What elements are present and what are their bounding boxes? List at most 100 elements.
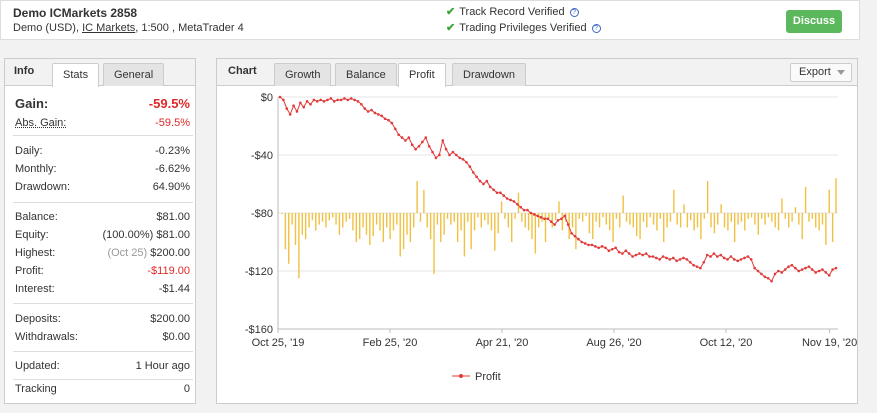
- daily-label: Daily:: [15, 145, 43, 157]
- chevron-down-icon: [837, 70, 845, 75]
- tab-growth[interactable]: Growth: [274, 63, 332, 86]
- tab-drawdown[interactable]: Drawdown: [452, 63, 526, 86]
- daily-bar: [318, 213, 320, 225]
- profit-point: [441, 139, 445, 142]
- profit-point: [671, 256, 675, 260]
- daily-bar: [781, 198, 783, 213]
- daily-bar: [798, 213, 800, 225]
- daily-bar: [598, 213, 601, 228]
- account-type: Demo (USD),: [13, 22, 80, 34]
- daily-bar: [710, 213, 712, 228]
- chart-tabs: Chart Growth Balance Profit Drawdown Exp…: [217, 59, 857, 87]
- daily-bar: [639, 213, 641, 240]
- profit-point: [597, 246, 600, 250]
- help-icon[interactable]: ?: [569, 7, 579, 17]
- daily-bar: [656, 213, 658, 231]
- daily-bar: [767, 213, 770, 218]
- profit-point: [610, 247, 614, 251]
- daily-bar: [585, 213, 587, 216]
- profit-point: [370, 108, 373, 112]
- profit-point: [577, 237, 580, 241]
- profit-point: [315, 100, 319, 103]
- tab-profit[interactable]: Profit: [398, 63, 446, 87]
- profit-point: [587, 243, 590, 247]
- daily-bar: [777, 213, 780, 231]
- daily-bar: [801, 213, 803, 240]
- profit-point: [458, 156, 461, 160]
- profit-point: [292, 104, 295, 107]
- updated-label: Updated:: [15, 360, 60, 372]
- daily-bar: [450, 213, 452, 225]
- updated-value: 1 Hour ago: [135, 360, 190, 372]
- daily-bar: [760, 213, 763, 219]
- check-icon: ✔: [446, 22, 456, 34]
- daily-bar: [335, 213, 337, 225]
- daily-value: -0.23%: [155, 145, 190, 157]
- profit-point: [570, 232, 573, 235]
- y-tick-label: -$120: [245, 266, 273, 278]
- profit-point: [512, 200, 516, 203]
- profit-point: [326, 98, 329, 102]
- profit-point: [787, 265, 790, 268]
- profit-point: [641, 253, 645, 257]
- y-tick-label: $0: [261, 92, 273, 104]
- daily-bar: [815, 213, 817, 228]
- profit-point: [522, 208, 526, 212]
- daily-bar: [693, 213, 695, 231]
- profit-point: [780, 271, 784, 274]
- help-icon[interactable]: ?: [591, 23, 601, 33]
- monthly-value: -6.62%: [155, 163, 190, 175]
- chart-panel: Chart Growth Balance Profit Drawdown Exp…: [216, 58, 858, 404]
- profit-point: [658, 258, 662, 261]
- profit-point: [360, 102, 363, 106]
- account-title: Demo ICMarkets 2858: [13, 6, 138, 20]
- monthly-label: Monthly:: [15, 163, 57, 175]
- daily-bar: [470, 213, 472, 250]
- broker-link[interactable]: IC Markets: [82, 22, 136, 34]
- daily-bar: [355, 213, 358, 242]
- discuss-button[interactable]: Discuss: [786, 10, 842, 33]
- y-tick-label: -$80: [251, 208, 273, 220]
- daily-bar: [291, 213, 293, 225]
- profit-point: [699, 266, 702, 270]
- deposits-value: $200.00: [150, 313, 190, 325]
- daily-bar: [818, 213, 820, 231]
- equity-percent: (100.00%): [102, 229, 154, 241]
- tab-balance[interactable]: Balance: [335, 63, 397, 86]
- profit-point: [732, 258, 736, 261]
- daily-bar: [828, 189, 830, 213]
- daily-bar: [804, 186, 807, 213]
- profit-point: [529, 211, 533, 215]
- daily-bar: [500, 201, 503, 213]
- legend-label: Profit: [475, 371, 501, 383]
- profit-point: [621, 252, 624, 255]
- daily-bar: [747, 213, 749, 219]
- daily-bar: [304, 213, 307, 240]
- daily-bar: [298, 213, 300, 279]
- profit-point: [492, 188, 495, 192]
- daily-bar: [379, 213, 381, 231]
- profit-point: [526, 208, 529, 212]
- tab-stats[interactable]: Stats: [52, 63, 100, 87]
- profit-point: [288, 113, 292, 116]
- daily-bar: [825, 213, 827, 245]
- tab-general[interactable]: General: [103, 63, 165, 86]
- export-dropdown[interactable]: Export: [790, 63, 852, 82]
- profit-point: [309, 102, 312, 106]
- profit-point: [383, 117, 387, 121]
- daily-bar: [507, 213, 510, 228]
- profit-point: [536, 214, 539, 218]
- daily-bar: [487, 213, 489, 225]
- profit-point: [397, 133, 400, 136]
- profit-point: [661, 255, 665, 258]
- daily-bar: [433, 213, 435, 274]
- divider: [13, 303, 193, 304]
- profit-point: [678, 258, 682, 261]
- account-details: Demo (USD), IC Markets, 1:500 , MetaTrad…: [13, 22, 244, 34]
- drawdown-label: Drawdown:: [15, 181, 71, 193]
- daily-bar: [538, 213, 540, 228]
- profit-point: [553, 223, 556, 226]
- profit-point: [739, 258, 743, 261]
- tab-info[interactable]: Info: [14, 65, 35, 77]
